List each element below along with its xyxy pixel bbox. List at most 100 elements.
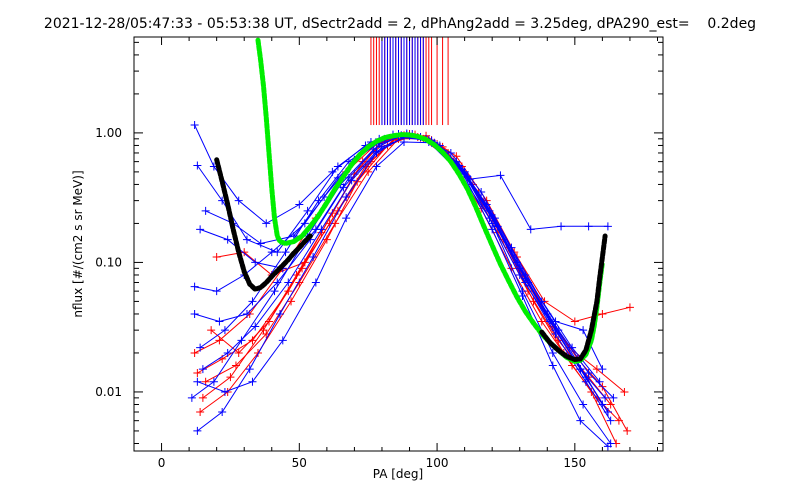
data-point-red (623, 426, 632, 435)
data-point-red (231, 361, 240, 370)
x-tick-label: 0 (158, 456, 166, 470)
data-point-blue (190, 121, 199, 130)
data-point-blue (548, 348, 557, 357)
data-point-red (287, 297, 296, 306)
data-point-blue (601, 393, 610, 402)
data-point-blue (490, 214, 499, 223)
data-point-blue (579, 400, 588, 409)
data-point-blue (400, 138, 409, 147)
data-point-blue (320, 192, 329, 201)
data-point-blue (603, 442, 612, 451)
data-point-blue (521, 270, 530, 279)
data-point-blue (242, 235, 251, 244)
data-point-blue (209, 377, 218, 386)
data-point-red (322, 235, 331, 244)
data-point-blue (477, 187, 486, 196)
data-point-blue (251, 258, 260, 267)
data-point-blue (278, 336, 287, 345)
data-point-blue (193, 377, 202, 386)
chart-title: 2021-12-28/05:47:33 - 05:53:38 UT, dSect… (43, 16, 757, 32)
data-point-blue (581, 373, 590, 382)
data-point-blue (339, 183, 348, 192)
data-point-blue (603, 408, 612, 417)
data-layer (187, 37, 634, 451)
data-point-blue (270, 287, 279, 296)
data-point-blue (372, 147, 381, 156)
data-point-blue (295, 200, 304, 209)
data-point-blue (212, 287, 221, 296)
data-point-blue (198, 365, 207, 374)
data-point-red (193, 369, 202, 378)
data-point-blue (248, 297, 257, 306)
data-point-blue (187, 393, 196, 402)
data-point-blue (193, 161, 202, 170)
data-point-blue (548, 361, 557, 370)
data-point-blue (300, 219, 309, 228)
data-point-blue (251, 322, 260, 331)
data-point-blue (557, 222, 566, 231)
series-line-blue (196, 133, 606, 399)
data-point-blue (584, 222, 593, 231)
data-point-blue (223, 348, 232, 357)
data-point-blue (248, 377, 257, 386)
data-point-blue (223, 235, 232, 244)
data-point-red (265, 317, 274, 326)
data-point-blue (273, 278, 282, 287)
data-point-blue (190, 309, 199, 318)
data-point-blue (342, 192, 351, 201)
data-point-red (196, 408, 205, 417)
data-point-blue (311, 225, 320, 234)
data-point-red (190, 348, 199, 357)
data-point-red (248, 336, 257, 345)
data-point-blue (284, 278, 293, 287)
data-point-blue (234, 196, 243, 205)
series-line-red (197, 133, 612, 405)
data-point-blue (446, 148, 455, 157)
data-point-blue (215, 317, 224, 326)
data-point-red (300, 258, 309, 267)
data-point-blue (584, 369, 593, 378)
fit-curve-green (255, 37, 605, 364)
data-point-red (537, 317, 546, 326)
y-tick-label: 1.00 (95, 126, 122, 140)
data-point-blue (256, 239, 265, 248)
fit-layer (214, 37, 608, 364)
x-tick-label: 100 (426, 456, 449, 470)
data-point-blue (496, 171, 505, 180)
y-axis-label: nflux [#/(cm2 s sr MeV)] (71, 170, 85, 317)
data-point-blue (303, 206, 312, 215)
data-point-blue (526, 225, 535, 234)
fit-curve-black (539, 233, 608, 363)
data-point-blue (606, 416, 615, 425)
series-line-red (202, 135, 620, 422)
data-point-blue (603, 222, 612, 231)
series-line-blue (194, 135, 603, 405)
data-point-blue (488, 225, 497, 234)
series-line-blue (194, 124, 600, 383)
data-point-red (215, 336, 224, 345)
series-line-blue (199, 132, 612, 421)
data-point-red (198, 393, 207, 402)
data-point-red (620, 387, 629, 396)
x-tick-label: 50 (292, 456, 307, 470)
data-point-blue (342, 214, 351, 223)
data-point-blue (190, 282, 199, 291)
data-point-blue (196, 225, 205, 234)
plot-frame (133, 36, 664, 452)
data-point-red (234, 348, 243, 357)
data-point-blue (311, 278, 320, 287)
data-point-blue (466, 175, 475, 184)
y-tick-label: 0.10 (95, 255, 122, 269)
data-point-blue (267, 248, 276, 257)
fit-curve-black (214, 157, 313, 293)
data-point-blue (372, 162, 381, 171)
data-point-blue (276, 309, 285, 318)
data-point-red (212, 253, 221, 262)
data-point-blue (579, 326, 588, 335)
data-point-red (625, 303, 634, 312)
data-point-blue (196, 343, 205, 352)
data-point-blue (309, 253, 318, 262)
data-point-blue (220, 387, 229, 396)
data-point-blue (598, 365, 607, 374)
series-line-red (194, 134, 609, 413)
